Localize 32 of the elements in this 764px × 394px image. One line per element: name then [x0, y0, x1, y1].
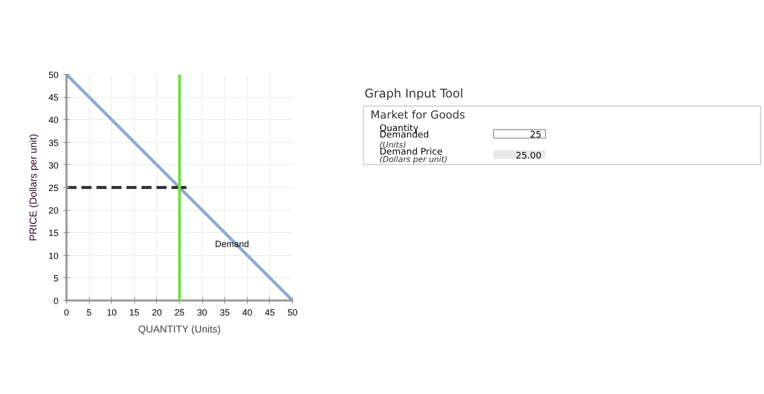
text: (Units) — [380, 140, 406, 150]
text: (Dollars per unit) — [380, 154, 448, 164]
y-tick-label: 30 — [48, 160, 59, 170]
x-tick-label: 40 — [242, 308, 252, 318]
x-tick-label: 15 — [129, 308, 140, 318]
text: 25 — [530, 130, 542, 141]
y-tick-label: 25 — [48, 183, 59, 193]
y-tick-label: 0 — [53, 296, 59, 306]
text: Market for Goods — [370, 108, 466, 122]
y-tick-label: 35 — [48, 138, 59, 148]
text: 25.00 — [516, 151, 542, 162]
x-axis-title: QUANTITY (Units) — [138, 324, 221, 336]
text: Graph Input Tool — [364, 86, 464, 100]
x-tick-label: 20 — [152, 308, 162, 318]
y-axis-title: PRICE (Dollars per unit) — [28, 134, 40, 242]
x-tick-label: 0 — [64, 308, 70, 318]
text: Quantity Demanded — [380, 124, 429, 140]
y-tick-label: 50 — [48, 70, 59, 80]
y-tick-label: 40 — [48, 115, 59, 126]
x-tick-label: 5 — [86, 308, 92, 318]
y-tick-label: 5 — [53, 273, 59, 284]
y-tick-label: 15 — [48, 228, 59, 238]
series-label: Demand — [214, 239, 250, 249]
y-tick-label: 45 — [48, 92, 59, 103]
x-tick-label: 10 — [106, 308, 117, 318]
x-tick-label: 45 — [264, 308, 275, 318]
x-tick-label: 50 — [287, 308, 298, 318]
y-tick-label: 10 — [48, 250, 59, 261]
y-tick-label: 20 — [48, 206, 59, 216]
x-tick-label: 30 — [197, 308, 208, 318]
x-tick-label: 35 — [220, 308, 230, 318]
x-tick-label: 25 — [174, 308, 185, 318]
